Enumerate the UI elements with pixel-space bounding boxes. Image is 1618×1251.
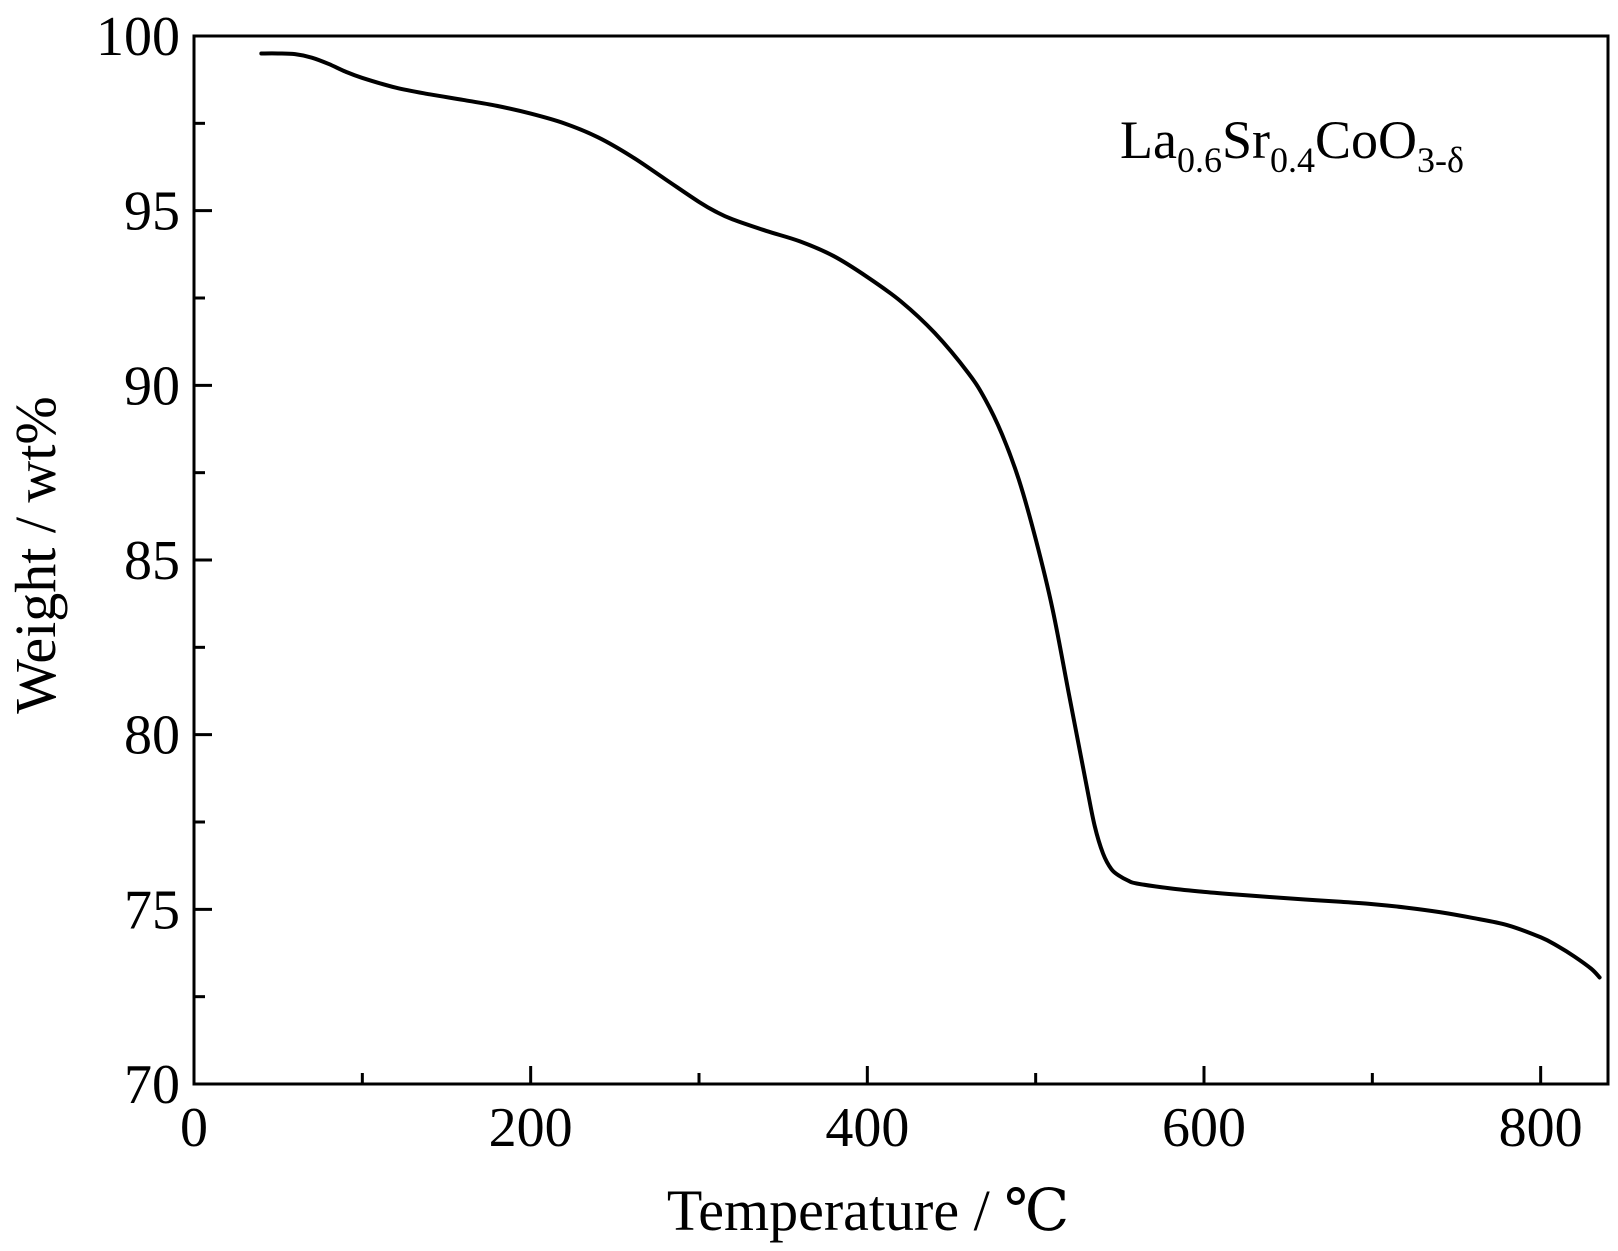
x-tick-label: 400 [825, 1097, 909, 1159]
tga-weight-line [259, 51, 1602, 980]
formula-text: Sr [1222, 110, 1270, 170]
formula-text: CoO [1315, 110, 1417, 170]
y-tick-label: 80 [124, 705, 180, 767]
formula-subscript: 0.4 [1270, 140, 1315, 180]
formula-text: La [1120, 110, 1177, 170]
formula-subscript: 3-δ [1417, 140, 1464, 180]
y-tick-label: 70 [124, 1054, 180, 1116]
data-series [259, 51, 1602, 980]
y-tick-label: 75 [124, 879, 180, 941]
x-tick-label: 800 [1499, 1097, 1583, 1159]
y-tick-label: 90 [124, 355, 180, 417]
formula-subscript: 0.6 [1177, 140, 1222, 180]
x-tick-label: 600 [1162, 1097, 1246, 1159]
y-axis-label: Weight / wt% [3, 396, 68, 714]
y-tick-label: 85 [124, 530, 180, 592]
compound-formula-annotation: La0.6Sr0.4CoO3-δ [1120, 110, 1464, 180]
y-tick-label: 100 [96, 6, 180, 68]
axis-tick-labels: 0 200 400 600 800 70 75 80 85 90 95 100 [96, 6, 1583, 1159]
x-axis-label: Temperature / ℃ [667, 1178, 1069, 1243]
axis-ticks [192, 34, 1543, 1086]
y-tick-label: 95 [124, 181, 180, 243]
plot-frame [192, 34, 1610, 1086]
plot-area-border [192, 34, 1610, 1086]
x-tick-label: 0 [180, 1097, 208, 1159]
x-tick-label: 200 [489, 1097, 573, 1159]
